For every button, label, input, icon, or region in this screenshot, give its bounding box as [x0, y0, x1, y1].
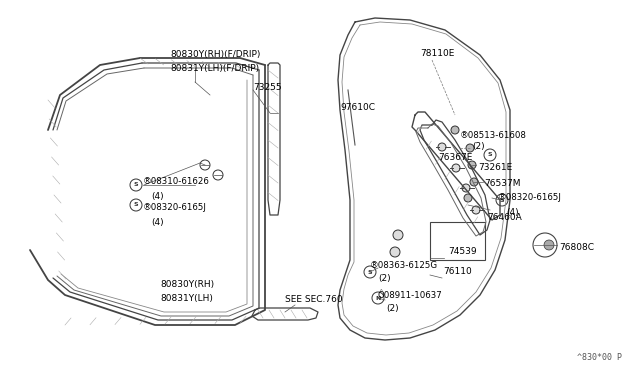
Text: 76110: 76110: [443, 267, 472, 276]
Text: N: N: [375, 295, 381, 301]
Text: ^830*00 P: ^830*00 P: [577, 353, 622, 362]
Text: ®08320-6165J: ®08320-6165J: [498, 193, 562, 202]
Text: (4): (4): [151, 218, 164, 227]
Text: (2): (2): [472, 142, 484, 151]
Circle shape: [468, 161, 476, 169]
Text: 76367E: 76367E: [438, 154, 472, 163]
Text: 80831Y(LH)(F/DRIP): 80831Y(LH)(F/DRIP): [170, 64, 259, 73]
Text: S: S: [134, 202, 138, 208]
Text: ®08320-6165J: ®08320-6165J: [143, 203, 207, 212]
Circle shape: [451, 126, 459, 134]
Text: SEE SEC.760: SEE SEC.760: [285, 295, 342, 305]
Text: 73261E: 73261E: [478, 164, 512, 173]
Text: (2): (2): [386, 305, 399, 314]
Circle shape: [438, 143, 446, 151]
Circle shape: [462, 184, 470, 192]
Text: ®08363-6125G: ®08363-6125G: [370, 260, 438, 269]
Circle shape: [472, 206, 480, 214]
Circle shape: [464, 194, 472, 202]
Text: ®08513-61608: ®08513-61608: [460, 131, 527, 140]
Text: (4): (4): [506, 208, 518, 217]
Text: Ô08911-10637: Ô08911-10637: [378, 291, 443, 299]
Text: 74539: 74539: [448, 247, 477, 257]
Text: 80830Y(RH)(F/DRIP): 80830Y(RH)(F/DRIP): [170, 51, 260, 60]
Circle shape: [544, 240, 554, 250]
Text: (2): (2): [378, 275, 390, 283]
Text: 78110E: 78110E: [420, 48, 454, 58]
Text: 76537M: 76537M: [484, 179, 520, 187]
Circle shape: [390, 247, 400, 257]
Text: ®08310-61626: ®08310-61626: [143, 177, 210, 186]
Text: 97610C: 97610C: [340, 103, 375, 112]
Text: S: S: [500, 198, 504, 202]
Circle shape: [393, 230, 403, 240]
Text: 76460A: 76460A: [487, 214, 522, 222]
Circle shape: [470, 178, 478, 186]
Text: S: S: [368, 269, 372, 275]
Text: 80831Y(LH): 80831Y(LH): [160, 294, 213, 302]
Text: (4): (4): [151, 192, 164, 201]
Text: 80830Y(RH): 80830Y(RH): [160, 280, 214, 289]
Text: S: S: [134, 183, 138, 187]
Text: 76808C: 76808C: [559, 244, 594, 253]
Text: 73255: 73255: [253, 83, 282, 93]
Bar: [430, 222, 485, 260]
Text: S: S: [488, 153, 492, 157]
Circle shape: [452, 164, 460, 172]
Circle shape: [466, 144, 474, 152]
